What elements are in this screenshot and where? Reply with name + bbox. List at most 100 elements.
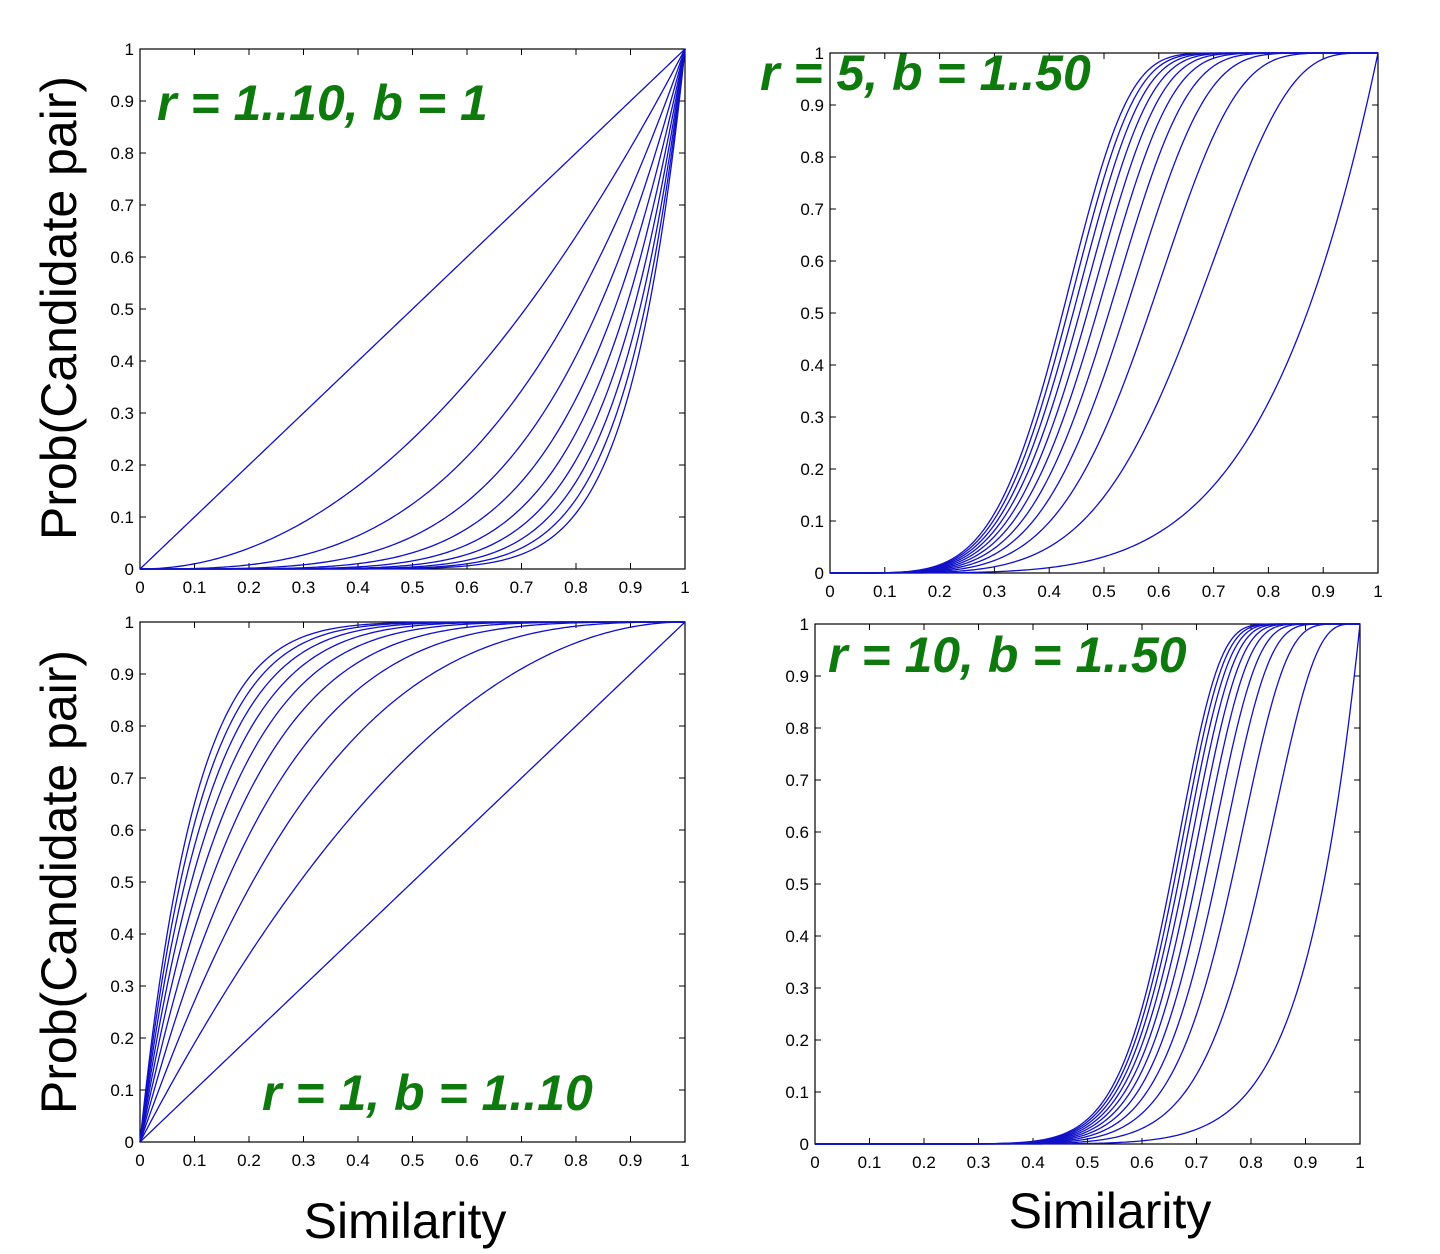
series-line-r5-b30: [830, 52, 1378, 574]
series-line-r10-b5: [815, 623, 1360, 1145]
series-line-r10-b10: [815, 623, 1360, 1145]
y-tick-label: 0.4: [785, 927, 809, 946]
series-line-r5-b50: [830, 52, 1378, 574]
series-line-r10-b1: [815, 623, 1361, 1145]
y-tick-label: 0.6: [110, 248, 134, 267]
series-line-r5-b20: [830, 52, 1378, 574]
chart-panel-2: 0 0.1 0.2 0.3 0.4 0.5 0.6 0.7 0.8 0.9 1 0 0.1 0.2 0.3 0…: [760, 44, 1383, 601]
x-tick-label: 0.1: [183, 578, 207, 597]
x-tick-label: 0.5: [1076, 1153, 1100, 1172]
y-tick-label: 0.5: [785, 875, 809, 894]
x-tick-label: 0.1: [873, 582, 897, 601]
y-tick-label: 0.1: [785, 1083, 809, 1102]
series-line-r10-b1: [140, 48, 686, 570]
x-tick-label: 0.5: [1092, 582, 1116, 601]
x-tick-label: 0.7: [1202, 582, 1226, 601]
y-tick-label: 0.1: [800, 512, 824, 531]
y-tick-label: 1: [800, 615, 809, 634]
y-tick-label: 0.9: [110, 92, 134, 111]
x-tick-label: 0.6: [455, 1151, 479, 1170]
x-tick-label: 1: [1373, 582, 1382, 601]
x-tick-label: 0: [135, 1151, 144, 1170]
x-tick-label: 0.6: [1130, 1153, 1154, 1172]
series-line-r10-b40: [815, 623, 1360, 1145]
x-tick-label: 0.4: [1037, 582, 1061, 601]
series-line-r2-b1: [139, 48, 686, 570]
y-tick-label: 0.7: [110, 196, 134, 215]
chart-panel-3: 0 0.1 0.2 0.3 0.4 0.5 0.6 0.7 0.8 0.9 1 0 0.1 0.2 0.3 0…: [110, 613, 689, 1170]
y-tick-label: 0.3: [110, 404, 134, 423]
series-line-r10-b45: [815, 623, 1360, 1145]
y-tick-label: 0.8: [785, 719, 809, 738]
y-axis-label-top: Prob(Candidate pair): [31, 76, 87, 540]
series-line-r5-b10: [830, 52, 1378, 574]
series-line-r5-b5: [830, 52, 1378, 574]
y-tick-label: 0.5: [110, 873, 134, 892]
y-tick-label: 0.6: [800, 252, 824, 271]
x-tick-label: 0.4: [346, 578, 370, 597]
x-tick-label: 0.1: [858, 1153, 882, 1172]
series-line-r10-b15: [815, 623, 1360, 1145]
x-tick-label: 1: [680, 1151, 689, 1170]
series-line-r5-b15: [830, 52, 1378, 574]
axes-frame: [829, 52, 1379, 574]
y-tick-label: 0.9: [785, 667, 809, 686]
y-tick-label: 0.2: [800, 460, 824, 479]
x-tick-label: 0.7: [1185, 1153, 1209, 1172]
x-tick-label: 0.9: [1311, 582, 1335, 601]
y-tick-label: 0.4: [110, 352, 134, 371]
y-tick-label: 0.4: [800, 356, 824, 375]
x-tick-label: 0.9: [619, 578, 643, 597]
x-axis-label-right: Similarity: [1009, 1183, 1212, 1239]
x-tick-label: 0.9: [1294, 1153, 1318, 1172]
y-tick-label: 0.4: [110, 925, 134, 944]
series-line-r5-b25: [830, 52, 1378, 574]
x-tick-label: 0.6: [455, 578, 479, 597]
x-tick-label: 0.1: [183, 1151, 207, 1170]
y-tick-label: 0.5: [800, 304, 824, 323]
x-tick-label: 1: [1355, 1153, 1364, 1172]
x-tick-label: 0.8: [1257, 582, 1281, 601]
y-tick-label: 0.6: [785, 823, 809, 842]
x-tick-label: 0.2: [237, 578, 261, 597]
y-tick-label: 1: [125, 40, 134, 59]
y-axis-label-bottom: Prob(Candidate pair): [31, 650, 87, 1114]
chart-panel-4: 0 0.1 0.2 0.3 0.4 0.5 0.6 0.7 0.8 0.9 1 0 0.1 0.2 0.3 0…: [785, 615, 1364, 1172]
y-tick-label: 0: [125, 1133, 134, 1152]
y-tick-label: 0.7: [785, 771, 809, 790]
axes-frame: [814, 623, 1361, 1145]
x-tick-label: 0.5: [401, 1151, 425, 1170]
y-tick-label: 1: [815, 44, 824, 63]
x-tick-label: 0: [825, 582, 834, 601]
series-line-r10-b20: [815, 623, 1360, 1145]
series-line-r10-b50: [815, 623, 1360, 1145]
x-tick-label: 0.6: [1147, 582, 1171, 601]
x-tick-label: 1: [680, 578, 689, 597]
y-tick-label: 0.2: [785, 1031, 809, 1050]
y-tick-label: 0.1: [110, 1081, 134, 1100]
chart-annotation: r = 10, b = 1..50: [828, 627, 1187, 683]
series-line-r1-b2: [139, 621, 686, 1143]
series-line-r1-b1: [139, 48, 686, 570]
y-tick-label: 0.3: [785, 979, 809, 998]
x-tick-label: 0.3: [292, 578, 316, 597]
x-tick-label: 0.4: [346, 1151, 370, 1170]
x-tick-label: 0: [135, 578, 144, 597]
x-tick-label: 0.3: [292, 1151, 316, 1170]
y-tick-label: 0.9: [800, 96, 824, 115]
x-tick-label: 0.2: [237, 1151, 261, 1170]
y-tick-label: 0: [800, 1135, 809, 1154]
x-tick-label: 0.7: [510, 578, 534, 597]
y-tick-label: 0.3: [800, 408, 824, 427]
y-tick-label: 0: [125, 560, 134, 579]
y-tick-label: 1: [125, 613, 134, 632]
y-tick-label: 0.7: [110, 769, 134, 788]
series-line-r1-b10: [139, 621, 685, 1143]
x-tick-label: 0.3: [967, 1153, 991, 1172]
x-tick-label: 0.8: [564, 578, 588, 597]
x-tick-label: 0.2: [912, 1153, 936, 1172]
series-line-r5-b45: [830, 52, 1378, 574]
x-tick-label: 0.8: [564, 1151, 588, 1170]
series-line-r10-b30: [815, 623, 1360, 1145]
